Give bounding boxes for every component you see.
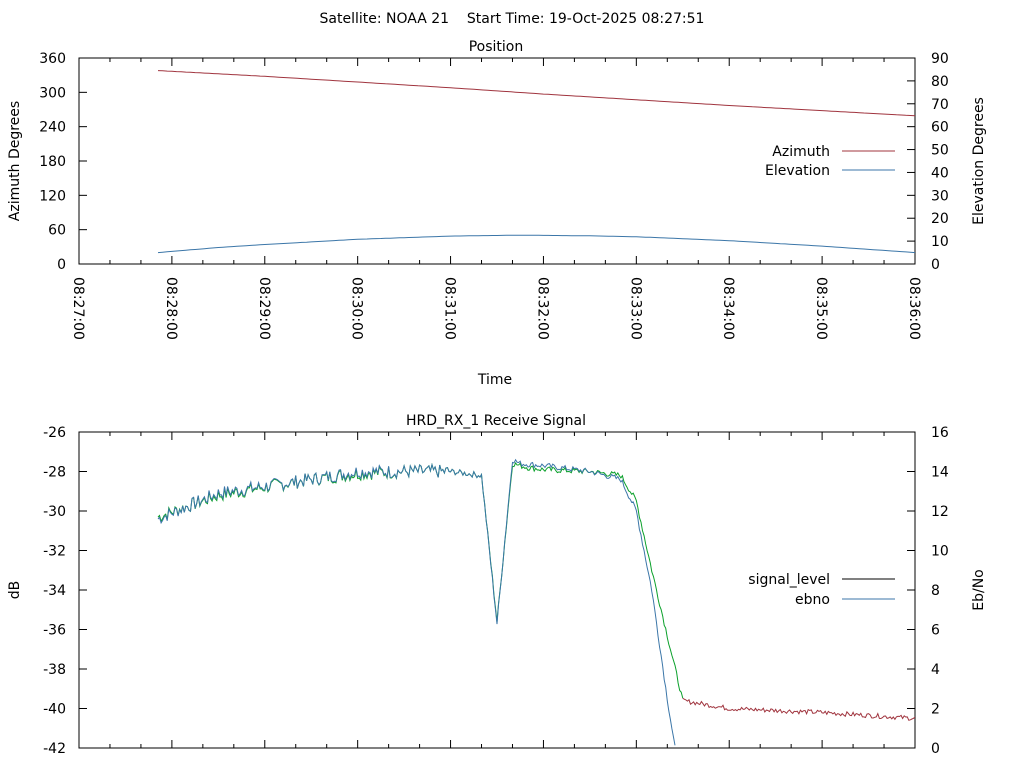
signal-axes: -42 -40 -38 -36 -34 -32 -30 -28 -26 0 2 4 6 8 10 12 14 16 xyxy=(43,425,949,757)
position-legend: Azimuth Elevation xyxy=(765,144,895,179)
y2-tick-label: 6 xyxy=(931,623,940,639)
series-line-signal-level xyxy=(157,462,684,699)
page-header: Satellite: NOAA 21 Start Time: 19-Oct-20… xyxy=(320,11,705,27)
y-tick-label: -30 xyxy=(43,504,66,520)
y-tick-label: -32 xyxy=(43,544,66,560)
y-tick-label: -34 xyxy=(43,583,66,599)
y-tick-label: -28 xyxy=(43,465,66,481)
position-chart: Position 0 60 120 180 240 300 360 0 10 20 30 40 50 60… xyxy=(7,39,987,388)
y2-tick-label: 20 xyxy=(931,211,949,227)
y-tick-label: 240 xyxy=(39,120,66,136)
y2-tick-label: 14 xyxy=(931,465,949,481)
position-chart-title: Position xyxy=(469,39,524,55)
y2-tick-label: 12 xyxy=(931,504,949,520)
signal-chart-title: HRD_RX_1 Receive Signal xyxy=(406,413,586,429)
signal-series xyxy=(157,458,915,746)
y2-tick-label: 0 xyxy=(931,257,940,273)
y2-tick-label: 2 xyxy=(931,702,940,718)
x-tick-label: 08:32:00 xyxy=(534,277,550,340)
series-line-ebno xyxy=(157,458,676,746)
y2-tick-label: 10 xyxy=(931,544,949,560)
x-tick-label: 08:36:00 xyxy=(906,277,922,340)
legend-label-azimuth: Azimuth xyxy=(772,144,830,160)
y-tick-label: 120 xyxy=(39,188,66,204)
y-tick-label: -26 xyxy=(43,425,66,441)
x-tick-label: 08:33:00 xyxy=(627,277,643,340)
y-tick-label: -42 xyxy=(43,741,66,757)
y-tick-label: -40 xyxy=(43,702,66,718)
y-tick-label: 60 xyxy=(48,223,66,239)
y2-tick-label: 0 xyxy=(931,741,940,757)
y-tick-label: 180 xyxy=(39,154,66,170)
x-tick-label: 08:34:00 xyxy=(720,277,736,340)
x-tick-label: 08:31:00 xyxy=(442,277,458,340)
y-tick-label: 360 xyxy=(39,51,66,67)
x-tick-label: 08:30:00 xyxy=(349,277,365,340)
y2-tick-label: 60 xyxy=(931,120,949,136)
y2-tick-label: 40 xyxy=(931,165,949,181)
y2-tick-label: 50 xyxy=(931,143,949,159)
y2-tick-label: 90 xyxy=(931,51,949,67)
position-x-axis-label: Time xyxy=(477,372,512,388)
series-line-azimuth xyxy=(157,70,916,117)
x-tick-label: 08:29:00 xyxy=(256,277,272,340)
legend-label-signal-level: signal_level xyxy=(748,572,830,588)
y2-tick-label: 8 xyxy=(931,583,940,599)
series-line-elevation xyxy=(157,234,916,254)
legend-label-elevation: Elevation xyxy=(765,163,830,179)
y-tick-label: 0 xyxy=(57,257,66,273)
y-tick-label: -38 xyxy=(43,662,66,678)
position-series xyxy=(157,70,916,254)
position-plot-frame xyxy=(78,57,916,265)
y2-tick-label: 30 xyxy=(931,188,949,204)
signal-y2-axis-label: Eb/No xyxy=(971,569,987,611)
y2-tick-label: 16 xyxy=(931,425,949,441)
x-tick-label: 08:28:00 xyxy=(163,277,179,340)
position-y-axis-label: Azimuth Degrees xyxy=(7,101,23,221)
position-y2-axis-label: Elevation Degrees xyxy=(971,97,987,225)
legend-label-ebno: ebno xyxy=(795,592,830,608)
y2-tick-label: 4 xyxy=(931,662,940,678)
signal-legend: signal_level ebno xyxy=(748,572,895,608)
x-tick-label: 08:35:00 xyxy=(813,277,829,340)
signal-chart: HRD_RX_1 Receive Signal -42-40-38-36-34-… xyxy=(7,413,987,757)
y-tick-label: -36 xyxy=(43,623,66,639)
signal-y-axis-label: dB xyxy=(7,581,23,600)
y-tick-label: 300 xyxy=(39,85,66,101)
y2-tick-label: 70 xyxy=(931,97,949,113)
y2-tick-label: 10 xyxy=(931,234,949,250)
position-axes: 0 60 120 180 240 300 360 0 10 20 30 40 50 60 70 80 90 08:… xyxy=(39,51,949,340)
series-line-signal-level-tail xyxy=(682,697,915,721)
x-tick-label: 08:27:00 xyxy=(70,277,86,340)
y2-tick-label: 80 xyxy=(931,74,949,90)
signal-plot-frame xyxy=(78,431,916,749)
